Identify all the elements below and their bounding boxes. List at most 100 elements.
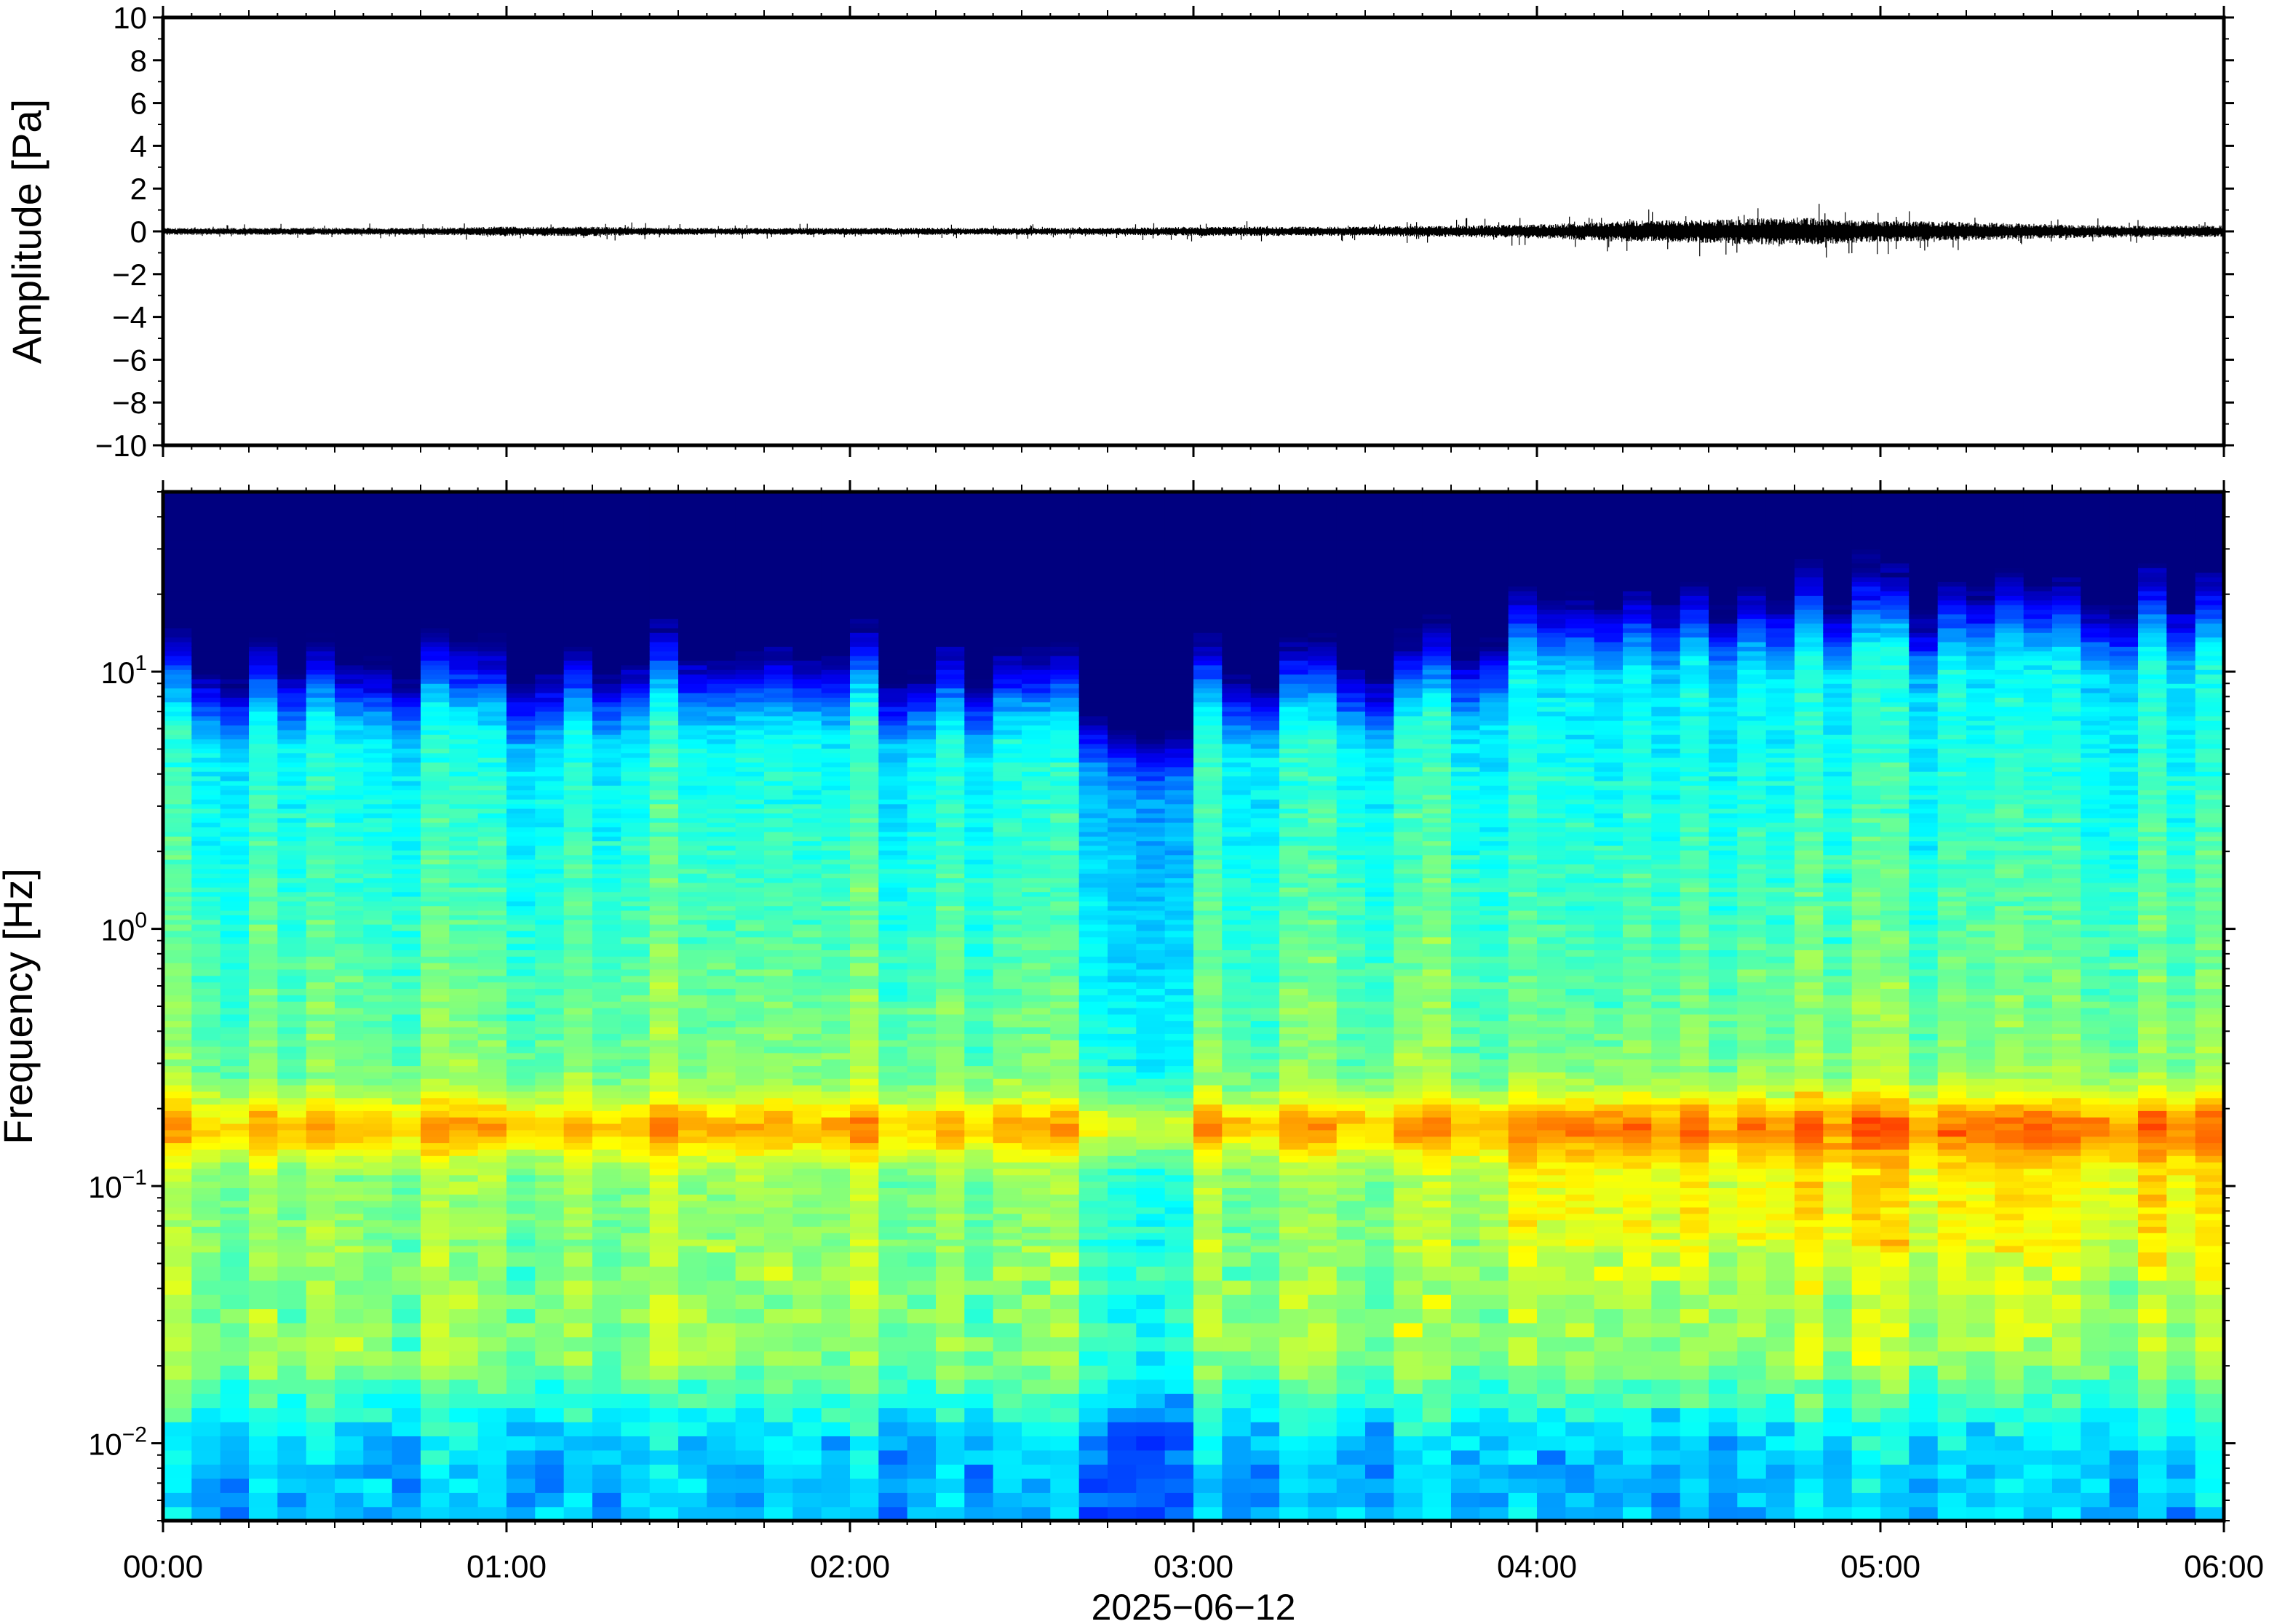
- spectrogram-cell: [821, 785, 851, 791]
- spectrogram-cell: [335, 1020, 365, 1027]
- spectrogram-cell: [678, 1129, 708, 1137]
- spectrogram-cell: [163, 794, 193, 800]
- spectrogram-cell: [421, 609, 450, 615]
- spectrogram-cell: [563, 1091, 593, 1099]
- spectrogram-cell: [421, 982, 450, 989]
- spectrogram-cell: [678, 1478, 708, 1493]
- spectrogram-cell: [191, 845, 221, 851]
- spectrogram-cell: [563, 507, 593, 513]
- spectrogram-cell: [649, 576, 679, 582]
- spectrogram-cell: [907, 516, 937, 522]
- spectrogram-cell: [792, 891, 822, 897]
- spectrogram-cell: [220, 831, 250, 837]
- spectrogram-cell: [363, 1245, 393, 1253]
- spectrogram-cell: [878, 1155, 908, 1163]
- spectrogram-cell: [535, 539, 565, 545]
- spectrogram-cell: [707, 674, 736, 680]
- spectrogram-cell: [878, 1014, 908, 1022]
- spectrogram-cell: [707, 1200, 736, 1208]
- spectrogram-cell: [964, 789, 994, 795]
- spectrogram-cell: [306, 1226, 335, 1233]
- spectrogram-cell: [649, 808, 679, 813]
- spectrogram-cell: [649, 1436, 679, 1451]
- spectrogram-cell: [850, 512, 880, 517]
- spectrogram-cell: [163, 664, 193, 670]
- spectrogram-cell: [220, 553, 250, 559]
- spectrogram-cell: [449, 1123, 479, 1131]
- spectrogram-cell: [936, 627, 966, 633]
- spectrogram-cell: [735, 780, 765, 786]
- spectrogram-cell: [764, 1379, 794, 1394]
- spectrogram-cell: [335, 1065, 365, 1072]
- spectrogram-cell: [191, 641, 221, 647]
- spectrogram-cell: [878, 1436, 908, 1451]
- spectrogram-cell: [907, 539, 937, 545]
- spectrogram-cell: [335, 544, 365, 550]
- spectrogram-cell: [563, 1007, 593, 1015]
- spectrogram-cell: [621, 1436, 651, 1451]
- spectrogram-cell: [477, 923, 507, 931]
- spectrogram-cell: [821, 1014, 851, 1022]
- spectrogram-cell: [191, 887, 221, 893]
- spectrogram-cell: [563, 1393, 593, 1409]
- spectrogram-cell: [421, 968, 450, 976]
- spectrogram-cell: [563, 1181, 593, 1188]
- spectrogram-cell: [821, 734, 851, 740]
- spectrogram-cell: [678, 641, 708, 647]
- spectrogram-cell: [363, 1020, 393, 1027]
- spectrogram-cell: [506, 655, 536, 661]
- spectrogram-cell: [678, 553, 708, 559]
- spectrogram-cell: [764, 539, 794, 545]
- spectrogram-cell: [850, 1033, 880, 1040]
- spectrogram-cell: [621, 962, 651, 970]
- spectrogram-cell: [850, 576, 880, 582]
- spectrogram-cell: [506, 1065, 536, 1072]
- spectrogram-cell: [993, 1421, 1022, 1437]
- spectrogram-cell: [392, 956, 421, 963]
- spectrogram-cell: [535, 748, 565, 754]
- spectrogram-cell: [592, 1194, 622, 1201]
- spectrogram-cell: [449, 1149, 479, 1156]
- spectrogram-cell: [563, 794, 593, 800]
- spectrogram-cell: [592, 1168, 622, 1176]
- spectrogram-cell: [449, 1181, 479, 1188]
- spectrogram-cell: [678, 859, 708, 864]
- spectrogram-cell: [506, 706, 536, 712]
- spectrogram-cell: [306, 859, 335, 864]
- spectrogram-cell: [249, 930, 279, 938]
- spectrogram-cell: [678, 1155, 708, 1163]
- spectrogram-cell: [306, 1294, 335, 1310]
- spectrogram-cell: [649, 799, 679, 805]
- spectrogram-cell: [277, 909, 307, 915]
- spectrogram-cell: [449, 975, 479, 983]
- spectrogram-cell: [220, 512, 250, 517]
- spectrogram-cell: [449, 1072, 479, 1079]
- spectrogram-cell: [163, 1251, 193, 1267]
- spectrogram-cell: [764, 683, 794, 689]
- spectrogram-cell: [249, 799, 279, 805]
- spectrogram-cell: [392, 950, 421, 957]
- spectrogram-cell: [335, 799, 365, 805]
- spectrogram-cell: [249, 836, 279, 842]
- spectrogram-cell: [821, 729, 851, 735]
- spectrogram-cell: [764, 609, 794, 615]
- spectrogram-cell: [907, 1040, 937, 1047]
- spectrogram-cell: [477, 864, 507, 869]
- spectrogram-cell: [392, 864, 421, 869]
- spectrogram-cell: [850, 516, 880, 522]
- spectrogram-cell: [850, 1014, 880, 1022]
- spectrogram-cell: [449, 962, 479, 970]
- spectrogram-cell: [907, 968, 937, 976]
- spectrogram-cell: [735, 562, 765, 568]
- spectrogram-cell: [649, 1194, 679, 1201]
- spectrogram-cell: [907, 827, 937, 832]
- spectrogram-cell: [392, 1238, 421, 1246]
- spectrogram-cell: [592, 799, 622, 805]
- spectrogram-cell: [163, 637, 193, 642]
- spectrogram-cell: [878, 572, 908, 578]
- spectrogram-cell: [421, 512, 450, 517]
- spectrogram-cell: [392, 697, 421, 703]
- spectrogram-cell: [764, 572, 794, 578]
- spectrogram-cell: [392, 646, 421, 652]
- spectrogram-cell: [878, 780, 908, 786]
